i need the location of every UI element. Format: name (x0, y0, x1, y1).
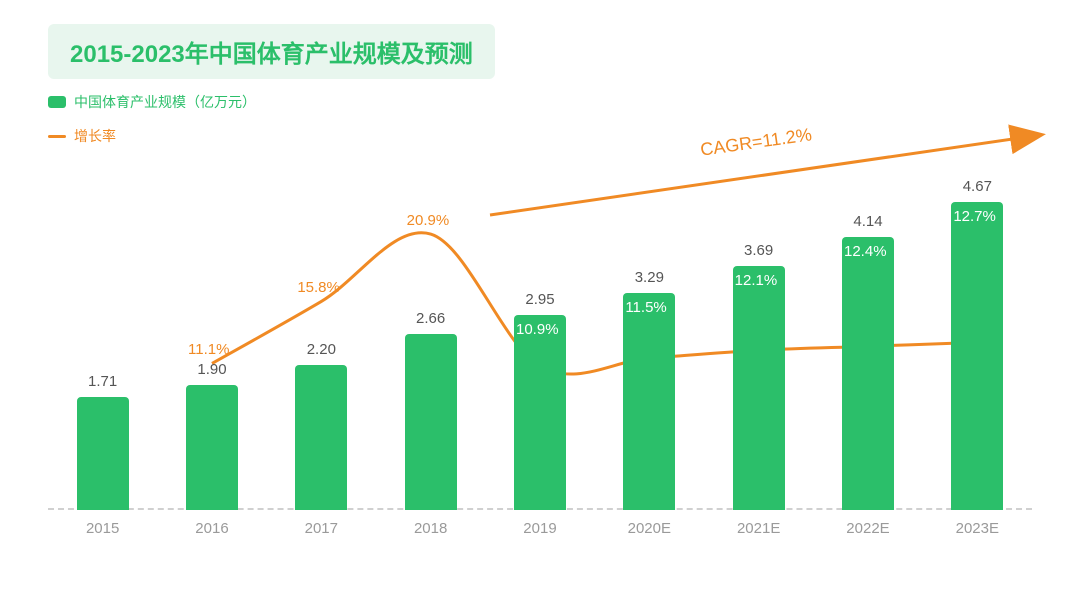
growth-label: 12.7% (953, 208, 996, 225)
plot: 1.711.9011.1%2.2015.8%2.6620.9%2.9510.9%… (48, 180, 1032, 510)
bar: 3.69 (733, 266, 785, 510)
x-axis-labels: 201520162017201820192020E2021E2022E2023E (48, 520, 1032, 550)
bar-value-label: 3.29 (623, 269, 675, 286)
growth-label: 10.9% (516, 321, 559, 338)
bar: 3.29 (623, 293, 675, 510)
x-axis-label: 2020E (595, 520, 704, 537)
legend-swatch-line (48, 135, 66, 138)
x-axis-label: 2019 (485, 520, 594, 537)
bar: 2.66 (405, 334, 457, 510)
bar-value-label: 2.66 (405, 310, 457, 327)
bar-value-label: 4.67 (951, 178, 1003, 195)
x-axis-label: 2022E (813, 520, 922, 537)
bar-value-label: 1.71 (77, 373, 129, 390)
legend-label-bar: 中国体育产业规模（亿万元） (74, 92, 256, 112)
legend-item-line: 增长率 (48, 126, 256, 146)
x-axis-label: 2016 (157, 520, 266, 537)
legend-swatch-bar (48, 96, 66, 108)
x-axis-label: 2023E (923, 520, 1032, 537)
chart-title-box: 2015-2023年中国体育产业规模及预测 (48, 24, 495, 79)
bar-value-label: 3.69 (733, 242, 785, 259)
bar: 4.14 (842, 237, 894, 510)
growth-label: 11.1% (188, 341, 229, 358)
bar: 4.67 (951, 202, 1003, 510)
bar-value-label: 2.20 (295, 341, 347, 358)
x-axis-label: 2018 (376, 520, 485, 537)
chart-area: 1.711.9011.1%2.2015.8%2.6620.9%2.9510.9%… (48, 180, 1032, 560)
growth-label: 12.4% (844, 243, 887, 260)
bar-value-label: 4.14 (842, 213, 894, 230)
x-axis-label: 2015 (48, 520, 157, 537)
x-axis-label: 2021E (704, 520, 813, 537)
legend-item-bar: 中国体育产业规模（亿万元） (48, 92, 256, 112)
legend: 中国体育产业规模（亿万元） 增长率 (48, 92, 256, 160)
bar: 1.71 (77, 397, 129, 510)
growth-label: 15.8% (297, 279, 340, 296)
bar: 2.20 (295, 365, 347, 510)
legend-label-line: 增长率 (74, 126, 116, 146)
chart-title: 2015-2023年中国体育产业规模及预测 (70, 41, 473, 68)
x-axis-label: 2017 (267, 520, 376, 537)
bar: 2.95 (514, 315, 566, 510)
growth-label: 20.9% (407, 212, 450, 229)
bar-value-label: 1.90 (186, 361, 238, 378)
cagr-label: CAGR=11.2% (699, 124, 813, 160)
bar-value-label: 2.95 (514, 291, 566, 308)
growth-label: 11.5% (625, 299, 666, 316)
bar: 1.90 (186, 385, 238, 510)
growth-label: 12.1% (735, 272, 778, 289)
